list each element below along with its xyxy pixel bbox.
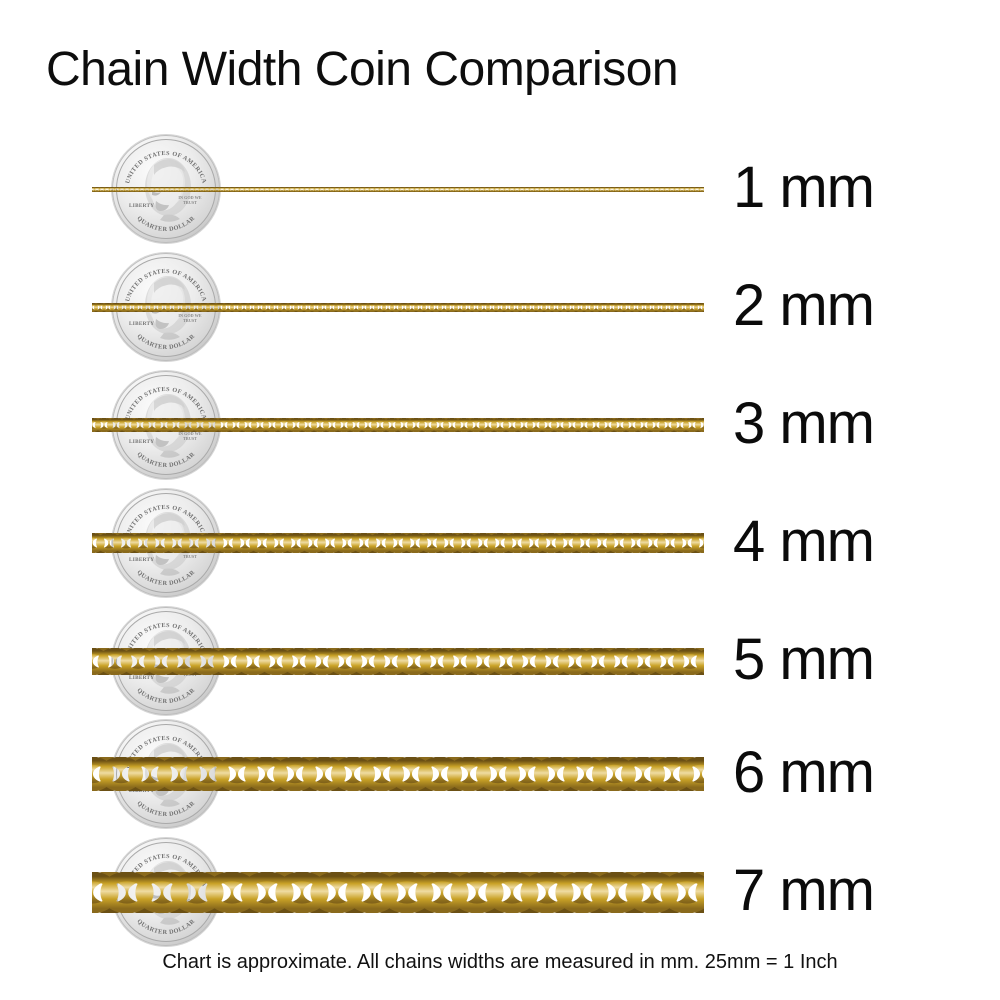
coin-liberty-text: LIBERTY [129, 788, 154, 794]
coin-motto-line1: IN GOD WE [178, 195, 201, 200]
chain-row-7mm: UNITED STATES OF AMERICA QUARTER DOLLAR … [0, 832, 1000, 952]
gold-curb-chain-2mm [92, 302, 704, 312]
chain-width-label-3mm: 3 mm [733, 391, 875, 456]
chain-width-label-1mm: 1 mm [733, 155, 875, 220]
coin-motto-line1: IN GOD WE [178, 313, 201, 318]
chain-width-label-2mm: 2 mm [733, 273, 875, 338]
coin-liberty-text: LIBERTY [129, 321, 154, 327]
gold-curb-chain-4mm [92, 533, 704, 553]
gold-curb-chain-6mm [92, 757, 704, 791]
coin-liberty-text: LIBERTY [129, 203, 154, 209]
gold-curb-chain-7mm [92, 871, 704, 913]
coin-motto-line2: TRUST [183, 318, 197, 323]
coin-motto-line2: TRUST [183, 436, 197, 441]
chain-row-3mm: UNITED STATES OF AMERICA QUARTER DOLLAR … [0, 365, 1000, 485]
chain-row-1mm: UNITED STATES OF AMERICA QUARTER DOLLAR … [0, 129, 1000, 249]
gold-curb-chain-1mm [92, 186, 704, 192]
chain-row-2mm: UNITED STATES OF AMERICA QUARTER DOLLAR … [0, 247, 1000, 367]
coin-motto-line2: TRUST [183, 554, 197, 559]
coin-liberty-text: LIBERTY [129, 557, 154, 563]
gold-curb-chain-3mm [92, 418, 704, 432]
chart-footnote: Chart is approximate. All chains widths … [162, 951, 838, 973]
chain-row-5mm: UNITED STATES OF AMERICA QUARTER DOLLAR … [0, 601, 1000, 721]
chain-width-label-5mm: 5 mm [733, 627, 875, 692]
coin-motto-line1: IN GOD WE [178, 431, 201, 436]
chain-row-4mm: UNITED STATES OF AMERICA QUARTER DOLLAR … [0, 483, 1000, 603]
gold-curb-chain-5mm [92, 647, 704, 675]
coin-liberty-text: LIBERTY [129, 439, 154, 445]
chain-width-label-4mm: 4 mm [733, 509, 875, 574]
chain-width-label-6mm: 6 mm [733, 740, 875, 805]
coin-motto-line2: TRUST [183, 672, 197, 677]
page-title: Chain Width Coin Comparison [46, 43, 679, 96]
chain-width-label-7mm: 7 mm [733, 858, 875, 923]
chain-row-6mm: UNITED STATES OF AMERICA QUARTER DOLLAR … [0, 714, 1000, 834]
coin-liberty-text: LIBERTY [129, 675, 154, 681]
coin-motto-line2: TRUST [183, 200, 197, 205]
